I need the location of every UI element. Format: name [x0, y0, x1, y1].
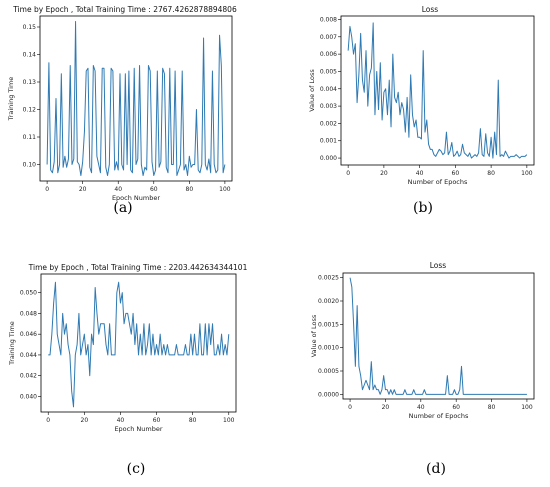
y-tick-label: 0.040 — [20, 393, 37, 400]
y-tick-label: 0.001 — [320, 138, 337, 145]
x-tick-label: 60 — [153, 417, 161, 424]
y-tick-label: 0.11 — [23, 134, 37, 141]
axes-frame — [342, 272, 535, 400]
y-tick-label: 0.050 — [20, 290, 37, 297]
x-tick-label: 100 — [521, 170, 533, 177]
series-line — [349, 277, 527, 395]
y-tick-label: 0.004 — [320, 86, 337, 93]
y-tick-label: 0.13 — [23, 79, 37, 86]
series-line — [48, 281, 230, 408]
y-axis-label: Training Time — [7, 77, 15, 122]
x-tick-label: 100 — [223, 417, 235, 424]
x-tick-label: 60 — [452, 170, 460, 177]
axes-frame — [340, 15, 535, 166]
y-tick-label: 0.042 — [20, 373, 37, 380]
y-tick-label: 0.0020 — [318, 298, 339, 305]
y-tick-label: 0.15 — [23, 24, 37, 31]
chart-title: Time by Epoch , Total Training Time : 27… — [12, 5, 237, 14]
x-tick-label: 40 — [117, 417, 125, 424]
x-tick-label: 60 — [150, 186, 158, 193]
x-tick-label: 0 — [45, 186, 49, 193]
x-tick-label: 0 — [346, 170, 350, 177]
x-tick-label: 20 — [382, 404, 390, 411]
y-tick-label: 0.048 — [20, 310, 37, 317]
y-tick-label: 0.003 — [320, 103, 337, 110]
y-tick-label: 0.0000 — [318, 391, 339, 398]
y-tick-label: 0.12 — [23, 107, 37, 114]
x-axis-label: Epoch Number — [114, 425, 162, 433]
y-axis-label: Value of Loss — [310, 314, 318, 357]
panel-caption: (a) — [113, 200, 132, 216]
y-tick-label: 0.006 — [320, 51, 337, 58]
x-tick-label: 20 — [79, 186, 87, 193]
y-tick-label: 0.14 — [23, 52, 37, 59]
y-tick-label: 0.0010 — [318, 345, 339, 352]
panel-caption: (b) — [413, 200, 433, 216]
x-tick-label: 100 — [521, 404, 533, 411]
x-tick-label: 80 — [186, 186, 194, 193]
series-line — [46, 21, 226, 176]
x-tick-label: 0 — [348, 404, 352, 411]
x-tick-label: 40 — [416, 170, 424, 177]
chart-c: 0 20 40 60 80 100 0.040 0.042 0.044 0.046 0.048 0.0… — [8, 263, 248, 477]
chart-b: 0 20 40 60 80 100 0.000 0.001 0.002 0.003 0.004 0.0… — [308, 5, 535, 216]
y-tick-label: 0.007 — [320, 34, 337, 41]
x-tick-label: 40 — [114, 186, 122, 193]
x-tick-label: 20 — [81, 417, 89, 424]
panel-caption: (c) — [127, 461, 146, 477]
y-tick-label: 0.002 — [320, 120, 337, 127]
x-tick-label: 100 — [219, 186, 231, 193]
x-axis-label: Epoch Number — [112, 194, 160, 202]
y-tick-label: 0.0025 — [318, 275, 339, 282]
y-tick-label: 0.044 — [20, 352, 37, 359]
x-tick-label: 80 — [189, 417, 197, 424]
x-tick-label: 20 — [380, 170, 388, 177]
x-tick-label: 80 — [488, 404, 496, 411]
x-tick-label: 80 — [487, 170, 495, 177]
y-tick-label: 0.0005 — [318, 368, 339, 375]
series-line — [347, 22, 528, 159]
chart-title: Loss — [430, 261, 447, 270]
chart-a: 0 20 40 60 80 100 0.10 0.11 0.12 0.13 0.14 0.15 Time… — [7, 5, 237, 216]
y-tick-label: 0.0015 — [318, 321, 339, 328]
chart-title: Time by Epoch , Total Training Time : 22… — [28, 263, 248, 272]
y-tick-label: 0.000 — [320, 155, 337, 162]
y-tick-label: 0.005 — [320, 68, 337, 75]
x-tick-label: 0 — [46, 417, 50, 424]
x-tick-label: 60 — [452, 404, 460, 411]
axes-frame — [39, 15, 233, 182]
x-tick-label: 40 — [417, 404, 425, 411]
y-tick-label: 0.10 — [23, 162, 37, 169]
y-tick-label: 0.008 — [320, 16, 337, 23]
y-axis-label: Value of Loss — [308, 69, 316, 112]
y-tick-label: 0.046 — [20, 331, 37, 338]
chart-title: Loss — [422, 5, 439, 14]
x-axis-label: Number of Epochs — [408, 178, 468, 186]
axes-frame — [40, 273, 237, 413]
panel-caption: (d) — [426, 461, 446, 477]
y-axis-label: Training Time — [8, 321, 16, 366]
x-axis-label: Number of Epochs — [409, 412, 469, 420]
chart-d: 0 20 40 60 80 100 0.0000 0.0005 0.0010 0.0015 0.00… — [310, 261, 535, 477]
